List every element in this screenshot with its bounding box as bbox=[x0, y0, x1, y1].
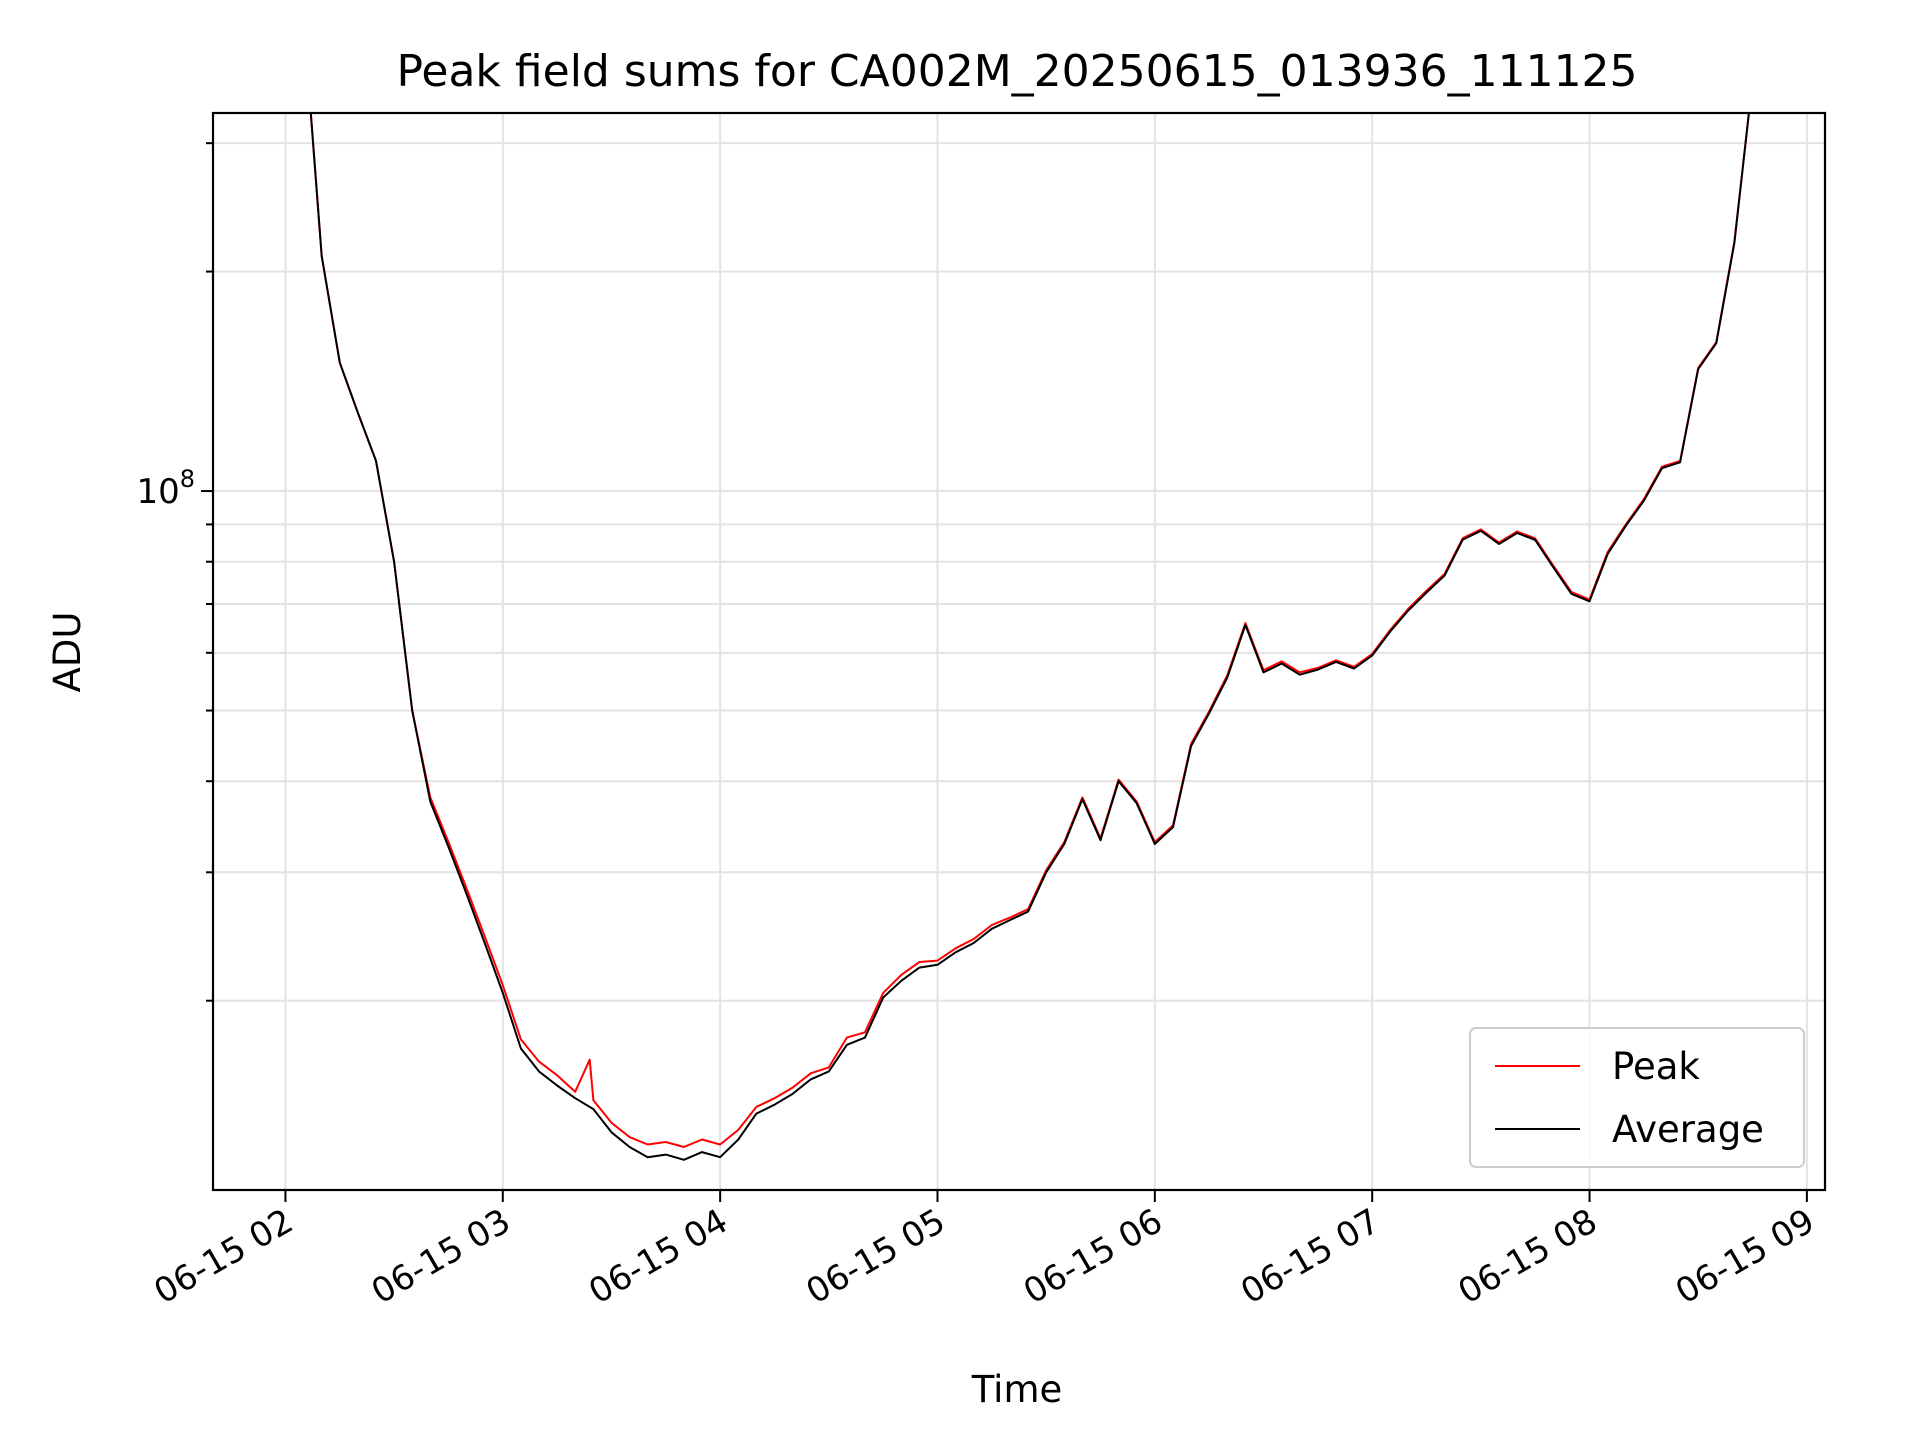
y-tick-label-base: 10 bbox=[136, 472, 179, 512]
x-axis-label: Time bbox=[971, 1368, 1063, 1411]
chart-title: Peak field sums for CA002M_20250615_0139… bbox=[396, 46, 1637, 97]
series-line-peak bbox=[309, 113, 1750, 1148]
legend-label-peak: Peak bbox=[1612, 1045, 1700, 1088]
series-layer bbox=[309, 113, 1750, 1161]
x-tick-label: 06-15 02 bbox=[148, 1201, 300, 1312]
grid-layer bbox=[213, 113, 1825, 1190]
legend: Peak Average bbox=[1469, 1027, 1805, 1168]
legend-label-average: Average bbox=[1612, 1108, 1764, 1151]
x-tick-label: 06-15 09 bbox=[1669, 1201, 1821, 1312]
y-axis-label: ADU bbox=[46, 612, 89, 693]
x-tick-label: 06-15 03 bbox=[365, 1201, 517, 1312]
legend-box bbox=[1469, 1027, 1805, 1168]
x-tick-label: 06-15 07 bbox=[1234, 1201, 1386, 1312]
y-tick-label-exponent: 8 bbox=[180, 465, 195, 493]
y-tick-label: 108 bbox=[136, 465, 195, 512]
x-tick-label: 06-15 05 bbox=[800, 1201, 952, 1312]
plot-area-frame bbox=[211, 111, 1827, 1192]
series-line-average bbox=[309, 113, 1750, 1161]
x-tick-label: 06-15 04 bbox=[582, 1201, 734, 1312]
x-tick-label: 06-15 06 bbox=[1017, 1201, 1169, 1312]
x-tick-label: 06-15 08 bbox=[1452, 1201, 1604, 1312]
